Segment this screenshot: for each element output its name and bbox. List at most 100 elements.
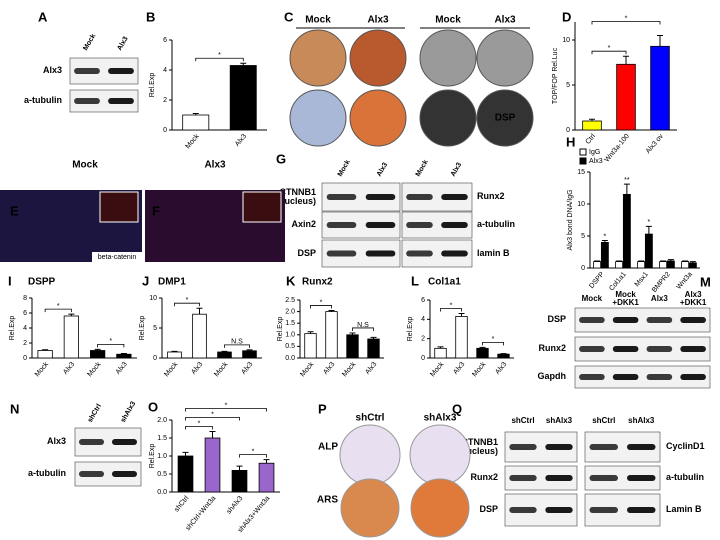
- y-tick-label: 0: [566, 127, 570, 134]
- panel-letter: G: [276, 151, 286, 166]
- row-label-text: a-tubulin: [24, 95, 62, 106]
- bar: [622, 193, 631, 269]
- column-label: Mock +DKK1: [612, 290, 638, 307]
- blot-band: [589, 475, 618, 481]
- bar: [182, 114, 210, 131]
- error-bar: [458, 313, 465, 317]
- error-bar: [68, 313, 75, 316]
- panel-letter: L: [411, 273, 419, 288]
- significance-bracket: [591, 50, 627, 55]
- bar: [650, 45, 670, 131]
- column-label-text: Alx3: [650, 293, 668, 303]
- error-bar: [221, 350, 228, 352]
- column-label: shAlx3: [546, 416, 572, 424]
- blot-band: [612, 317, 639, 323]
- blot-band: [441, 222, 468, 228]
- panel-letter: C: [284, 9, 294, 24]
- row-label: CTNNB1 (Nucleus): [275, 187, 316, 206]
- bar: [681, 261, 690, 269]
- inset: [99, 191, 139, 223]
- row-label-text: CyclinD1: [666, 441, 705, 452]
- blot-panel: [574, 365, 711, 389]
- significance-bracket: [185, 426, 213, 430]
- blot-band: [74, 68, 100, 74]
- y-tick-label: 10: [149, 295, 157, 302]
- y-tick-label: 10: [562, 37, 570, 44]
- row-label-text: a-tubulin: [28, 468, 66, 479]
- significance-bracket: [44, 308, 72, 313]
- error-bar: [196, 307, 203, 315]
- significance-label: *: [186, 297, 189, 304]
- column-label: Alx3: [450, 162, 464, 178]
- bar: [367, 338, 380, 359]
- x-tick-label: Mock: [86, 361, 102, 379]
- bar: [192, 313, 207, 359]
- blot-band: [545, 444, 573, 450]
- x-tick-label: Mock: [341, 361, 357, 379]
- panel-letter: B: [146, 9, 155, 24]
- column-label: Alx3 +DKK1: [680, 290, 706, 307]
- blot-band: [612, 346, 639, 352]
- x-tick-label: Msx1: [634, 271, 650, 288]
- y-tick-label: 0.5: [285, 343, 295, 350]
- image-label: DSP: [495, 113, 516, 124]
- error-bar: [240, 62, 247, 66]
- blot-band: [406, 194, 433, 200]
- bar: [434, 347, 447, 359]
- row-label-text: a-tubulin: [477, 219, 515, 230]
- error-bar: [171, 350, 178, 352]
- y-tick-label: 0: [163, 127, 167, 134]
- blot-band: [78, 439, 105, 445]
- significance-label: *: [450, 302, 453, 309]
- bar: [346, 334, 359, 359]
- significance-label: *: [608, 45, 611, 52]
- panel-letter: K: [286, 273, 296, 288]
- y-axis-label: Rel.Exp: [149, 444, 156, 469]
- row-label-text: CTNNB1 (Nucleus): [456, 436, 498, 456]
- dish-image: [349, 29, 407, 87]
- error-bar: [349, 332, 356, 335]
- y-tick-label: 0.5: [157, 471, 167, 478]
- row-label-text: Runx2: [470, 472, 498, 483]
- column-label: shCtrl: [592, 416, 615, 424]
- row-label-text: Alx3: [46, 436, 66, 447]
- column-label: shCtrl: [87, 403, 103, 424]
- error-bar: [594, 260, 601, 262]
- x-tick-label: shCtrl+Wnt3a: [185, 495, 218, 532]
- error-bar: [236, 465, 243, 471]
- x-tick-label: Ctrl: [585, 133, 598, 146]
- bar: [582, 120, 602, 131]
- x-tick-label: Mock: [471, 361, 487, 379]
- bar: [116, 353, 132, 359]
- x-tick-label: Mock: [163, 361, 179, 379]
- blot-band: [326, 222, 357, 228]
- x-tick-label: Mock: [213, 361, 229, 379]
- dish-image: [419, 89, 477, 147]
- column-label: shCtrl: [511, 416, 534, 424]
- inset: [242, 191, 282, 223]
- blot-band: [509, 507, 537, 513]
- y-tick-label: 0: [581, 265, 585, 272]
- y-tick-label: 1.5: [157, 435, 167, 442]
- y-tick-label: 1.5: [285, 320, 295, 327]
- bar: [242, 350, 257, 359]
- bar: [204, 437, 221, 493]
- x-tick-label: Mock: [34, 361, 50, 379]
- bar: [90, 350, 106, 359]
- bar: [37, 350, 53, 359]
- bar: [637, 261, 646, 269]
- row-label-text: DSP: [479, 504, 498, 515]
- error-bar: [328, 309, 335, 312]
- blot-band: [326, 194, 357, 200]
- column-label: shAlx3: [120, 400, 138, 423]
- legend-label: IgG: [589, 149, 600, 156]
- error-bar: [370, 336, 377, 339]
- y-tick-label: 2.0: [285, 308, 295, 315]
- row-label: a-tubulin: [24, 95, 62, 106]
- panel-letter: H: [566, 134, 575, 149]
- row-label: lamin B: [477, 248, 510, 257]
- y-tick-label: 0: [153, 355, 157, 362]
- blot-band: [612, 374, 639, 380]
- column-label-text: shAlx3: [628, 415, 655, 425]
- y-tick-label: 5: [581, 233, 585, 240]
